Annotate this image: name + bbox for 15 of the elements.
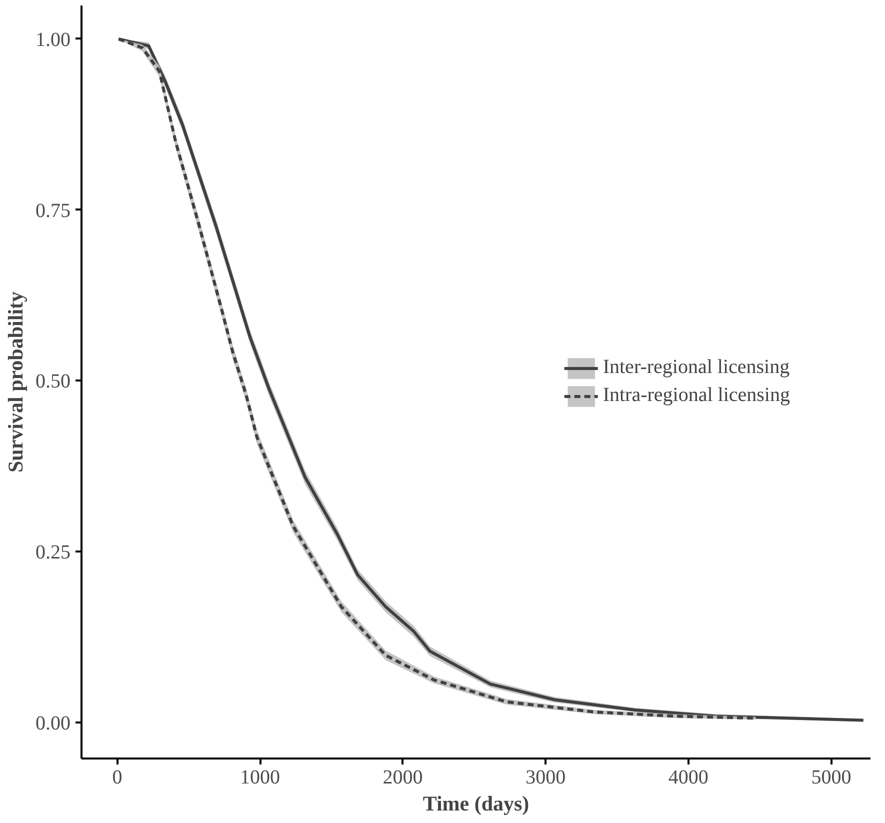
x-tick-label: 2000 [382, 766, 423, 788]
x-tick-label: 5000 [811, 766, 852, 788]
x-tick-label: 0 [112, 766, 122, 788]
y-tick-label: 0.00 [36, 712, 70, 734]
y-axis-title: Survival probability [4, 290, 28, 473]
x-tick-label: 1000 [240, 766, 280, 788]
y-tick-label: 1.00 [36, 28, 70, 51]
x-axis-title: Time (days) [422, 792, 530, 816]
legend-label: Intra-regional licensing [602, 384, 790, 407]
x-tick-label: 3000 [526, 766, 566, 788]
x-tick-label: 4000 [668, 766, 708, 788]
y-tick-label: 0.25 [36, 541, 70, 564]
legend-label: Inter-regional licensing [602, 356, 790, 379]
y-tick-label: 0.50 [36, 370, 70, 393]
y-tick-label: 0.75 [36, 200, 70, 222]
